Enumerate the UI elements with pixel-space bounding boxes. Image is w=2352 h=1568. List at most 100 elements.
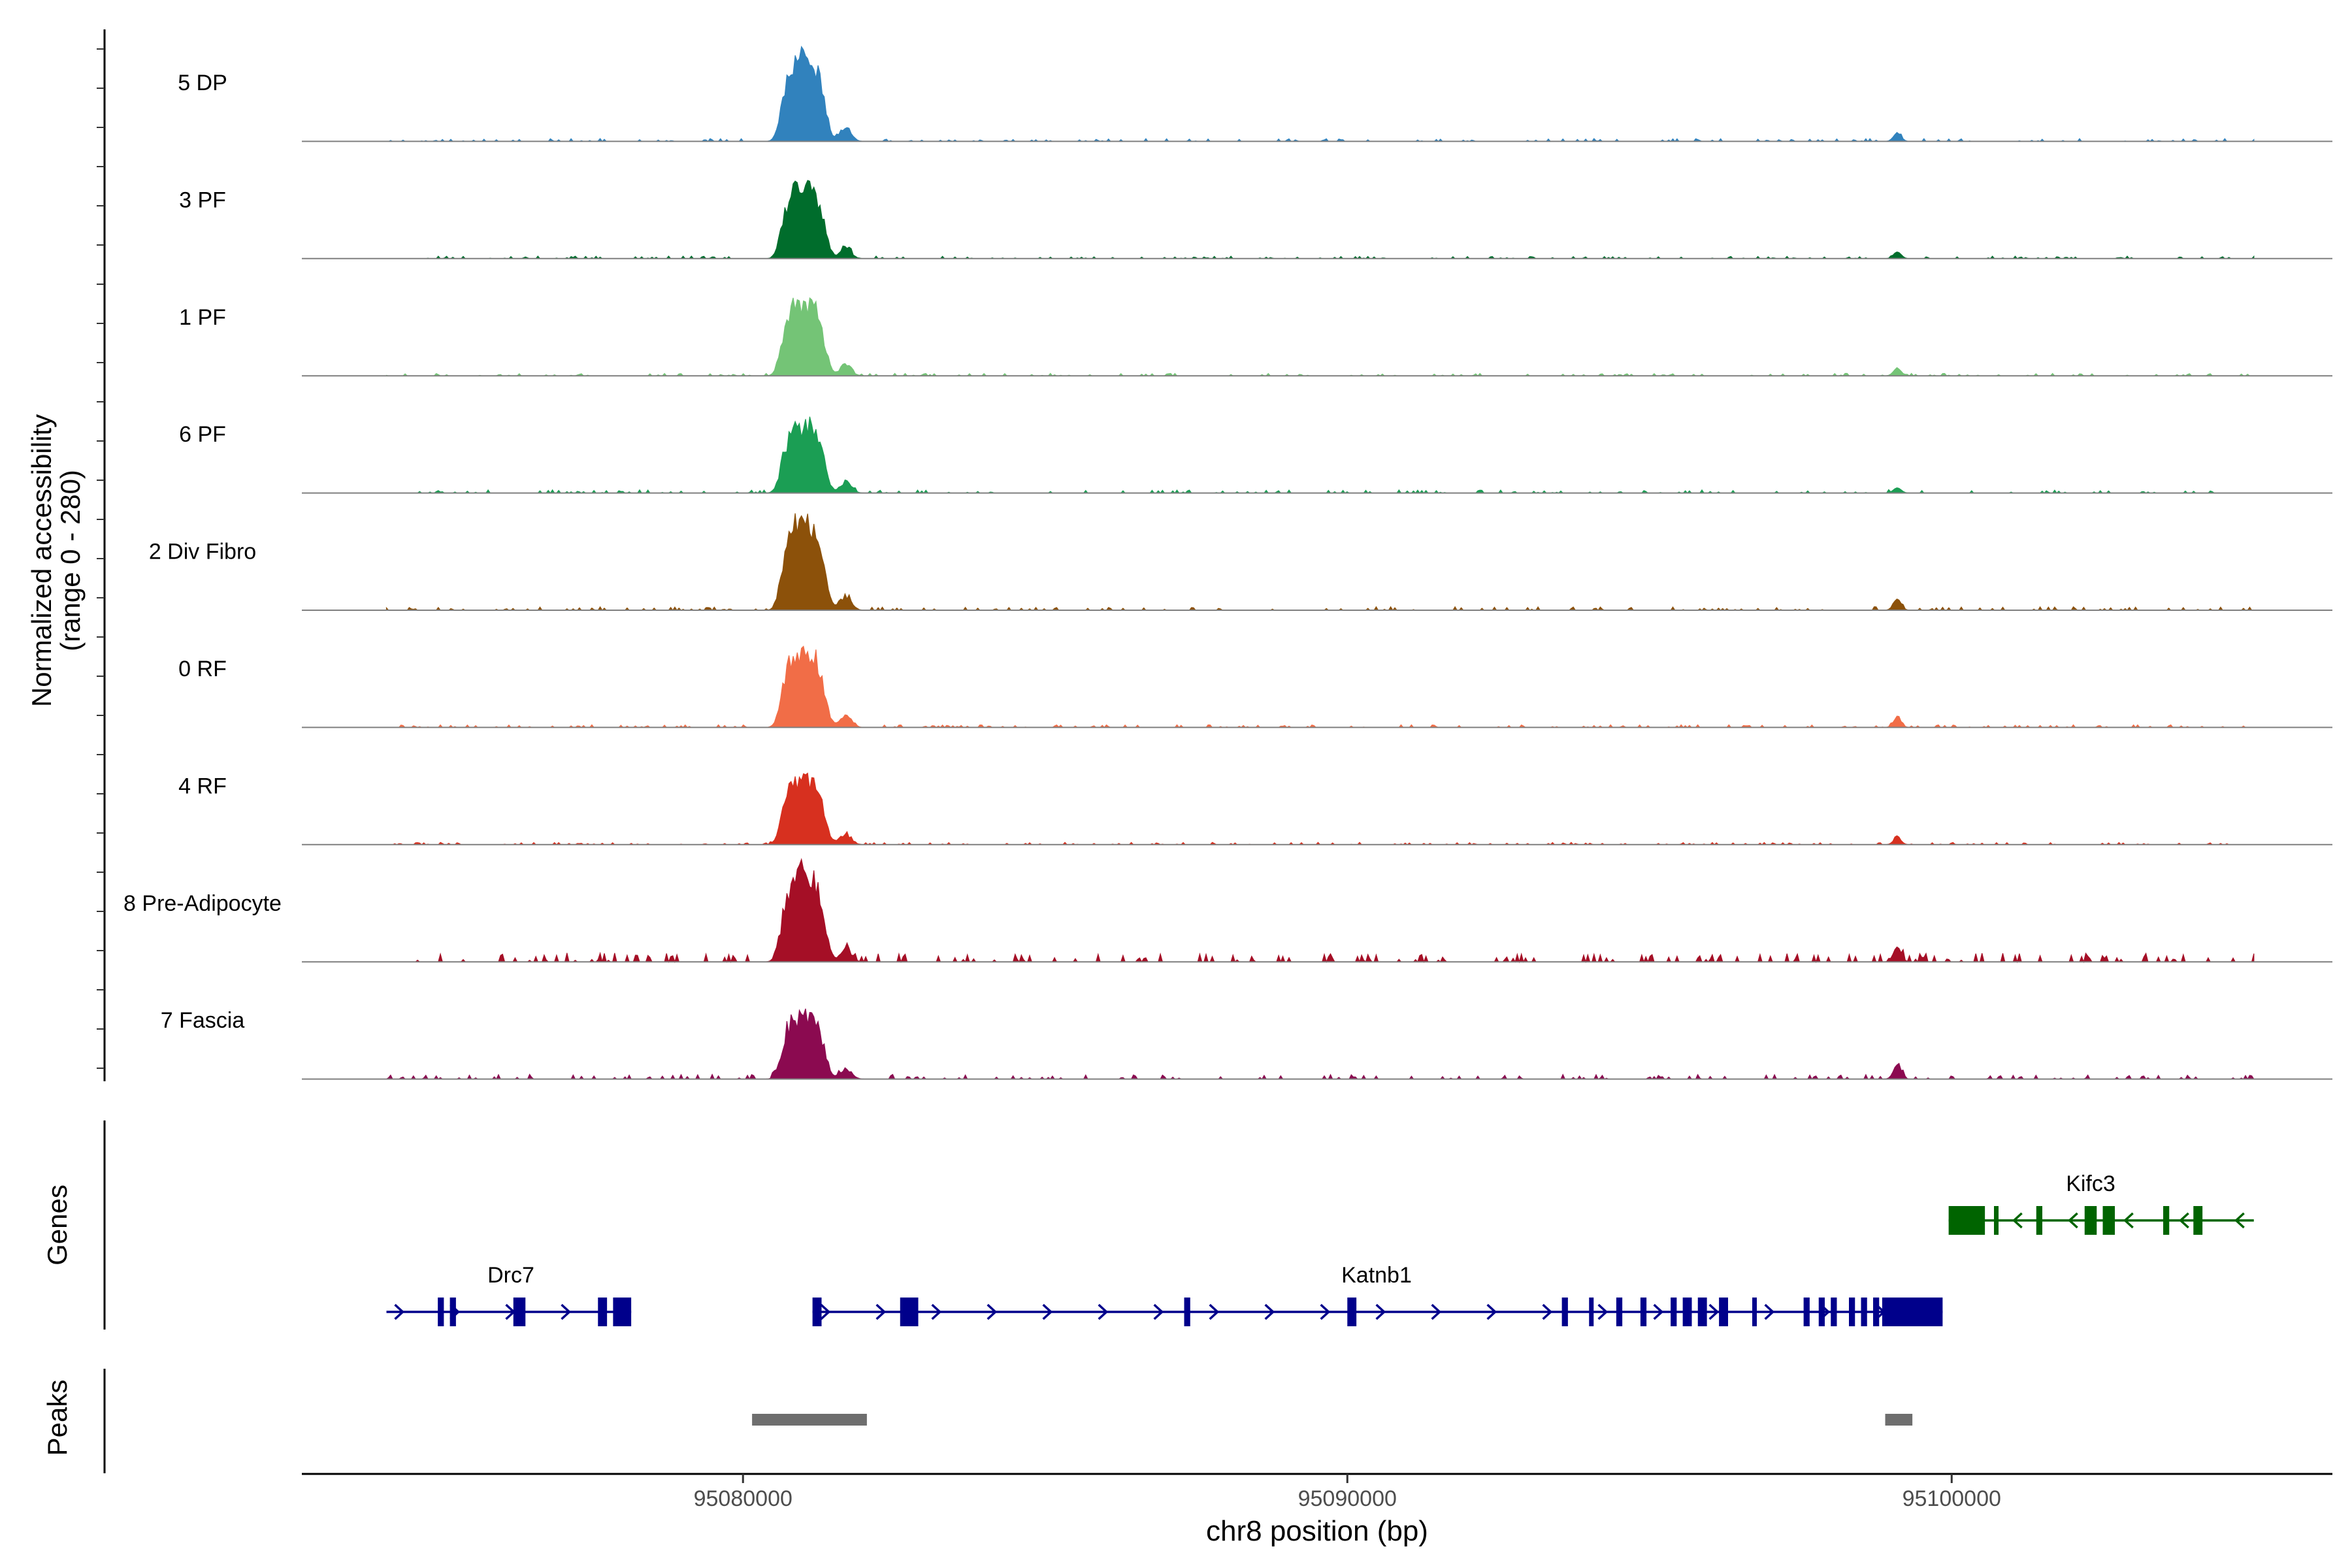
gene-exon: [1682, 1298, 1692, 1326]
gene-exon: [1803, 1298, 1810, 1326]
track-label: 4 RF: [178, 774, 227, 798]
gene-strand-arrow: [1431, 1303, 1442, 1320]
gene-strand-arrow: [2068, 1212, 2078, 1229]
track-label: 2 Div Fibro: [149, 540, 256, 564]
gene-strand-arrow: [2012, 1212, 2023, 1229]
gene-exon: [2036, 1206, 2042, 1235]
track-signal-area: [385, 1008, 2255, 1080]
gene-label: Kifc3: [2066, 1171, 2115, 1196]
track-6-pf: 6 PF: [179, 416, 2332, 494]
gene-exon: [1994, 1206, 1999, 1235]
gene-strand-arrow: [820, 1303, 831, 1320]
gene-exon: [513, 1298, 526, 1326]
gene-exon: [2193, 1206, 2203, 1235]
track-1-pf: 1 PF: [179, 297, 2332, 377]
track-label: 6 PF: [179, 422, 226, 447]
gene-exon: [1616, 1298, 1623, 1326]
gene-exon: [613, 1298, 632, 1326]
track-signal-area: [386, 858, 2255, 964]
y-axis-label: Normalized accessibility: [26, 414, 57, 707]
gene-strand-arrow: [1098, 1303, 1109, 1320]
gene-exon: [1752, 1298, 1757, 1326]
gene-strand-arrow: [1320, 1303, 1331, 1320]
track-8-pre-adipocyte: 8 Pre-Adipocyte: [123, 858, 2332, 964]
gene-exon: [1873, 1298, 1880, 1326]
gene-exon: [1184, 1298, 1190, 1326]
gene-exon: [1831, 1298, 1837, 1326]
track-3-pf: 3 PF: [179, 180, 2332, 259]
gene-strand-arrow: [2123, 1212, 2134, 1229]
gene-katnb1: Katnb1: [812, 1263, 1943, 1326]
gene-strand-arrow: [1209, 1303, 1220, 1320]
y-axis-range-label: (range 0 - 280): [55, 470, 86, 651]
gene-strand-arrow: [1153, 1303, 1164, 1320]
gene-strand-arrow: [931, 1303, 942, 1320]
track-2-div-fibro: 2 Div Fibro: [149, 513, 2332, 612]
track-signal-area: [386, 180, 2255, 259]
peak-region: [1885, 1414, 1913, 1426]
track-4-rf: 4 RF: [178, 772, 2332, 845]
gene-label: Katnb1: [1341, 1263, 1412, 1288]
gene-strand-arrow: [561, 1303, 572, 1320]
gene-exon: [2084, 1206, 2097, 1235]
gene-exon: [1849, 1298, 1855, 1326]
track-signal-area: [386, 45, 2255, 142]
x-axis: 95080000 95090000 95100000: [302, 1473, 2332, 1511]
x-tick-label: 95080000: [694, 1486, 792, 1511]
gene-strand-arrow: [2179, 1212, 2189, 1229]
gene-exon: [1640, 1298, 1647, 1326]
peak-region: [752, 1414, 867, 1426]
track-signal-area: [386, 772, 2254, 845]
peaks-track: [103, 1369, 1913, 1473]
y-axis-title: Normalized accessibility (range 0 - 280): [26, 414, 86, 707]
gene-strand-arrow: [1708, 1303, 1720, 1320]
gene-strand-arrow: [2234, 1212, 2245, 1229]
gene-exon: [449, 1298, 456, 1326]
x-tick-label: 95100000: [1903, 1486, 2001, 1511]
gene-exon: [900, 1298, 919, 1326]
gene-exon: [1347, 1298, 1357, 1326]
track-7-fascia: 7 Fascia: [161, 1008, 2332, 1080]
gene-strand-arrow: [394, 1303, 405, 1320]
peaks-track-label: Peaks: [42, 1380, 73, 1456]
track-label: 8 Pre-Adipocyte: [123, 891, 282, 916]
gene-exon: [1818, 1298, 1825, 1326]
gene-exon: [2163, 1206, 2170, 1235]
gene-exon: [1589, 1298, 1594, 1326]
gene-exon: [1882, 1298, 1943, 1326]
track-signal-area: [386, 645, 2254, 728]
gene-exon: [812, 1298, 822, 1326]
gene-exon: [1561, 1298, 1568, 1326]
gene-strand-arrow: [1597, 1303, 1609, 1320]
gene-drc7: Drc7: [386, 1263, 632, 1326]
gene-strand-arrow: [1542, 1303, 1553, 1320]
track-label: 3 PF: [179, 188, 226, 212]
track-label: 0 RF: [178, 657, 227, 681]
track-0-rf: 0 RF: [178, 645, 2332, 728]
genes-track-label: Genes: [42, 1184, 73, 1266]
x-axis-label: chr8 position (bp): [1206, 1515, 1428, 1547]
gene-strand-arrow: [1375, 1303, 1386, 1320]
gene-strand-arrow: [1653, 1303, 1664, 1320]
track-label: 7 Fascia: [161, 1008, 245, 1033]
coverage-tracks: 5 DP 3 PF 1 PF 6 PF 2 Div Fibro 0 RF 4 RF 8 Pre…: [97, 29, 2332, 1081]
gene-exon: [1671, 1298, 1677, 1326]
gene-exon: [1697, 1298, 1707, 1326]
gene-strand-arrow: [987, 1303, 998, 1320]
gene-exon: [598, 1298, 608, 1326]
gene-strand-arrow: [1042, 1303, 1053, 1320]
track-signal-area: [385, 297, 2254, 377]
track-5-dp: 5 DP: [178, 45, 2332, 142]
gene-exon: [1719, 1298, 1728, 1326]
gene-strand-arrow: [1764, 1303, 1775, 1320]
track-signal-area: [386, 416, 2254, 494]
track-label: 1 PF: [179, 305, 226, 330]
x-tick-label: 95090000: [1298, 1486, 1397, 1511]
gene-exon: [2102, 1206, 2115, 1235]
gene-exon: [438, 1298, 444, 1326]
track-label: 5 DP: [178, 71, 227, 95]
gene-strand-arrow: [875, 1303, 887, 1320]
gene-label: Drc7: [487, 1263, 534, 1288]
gene-annotation-track: Drc7 Katnb1 Kifc3: [103, 1120, 2254, 1330]
